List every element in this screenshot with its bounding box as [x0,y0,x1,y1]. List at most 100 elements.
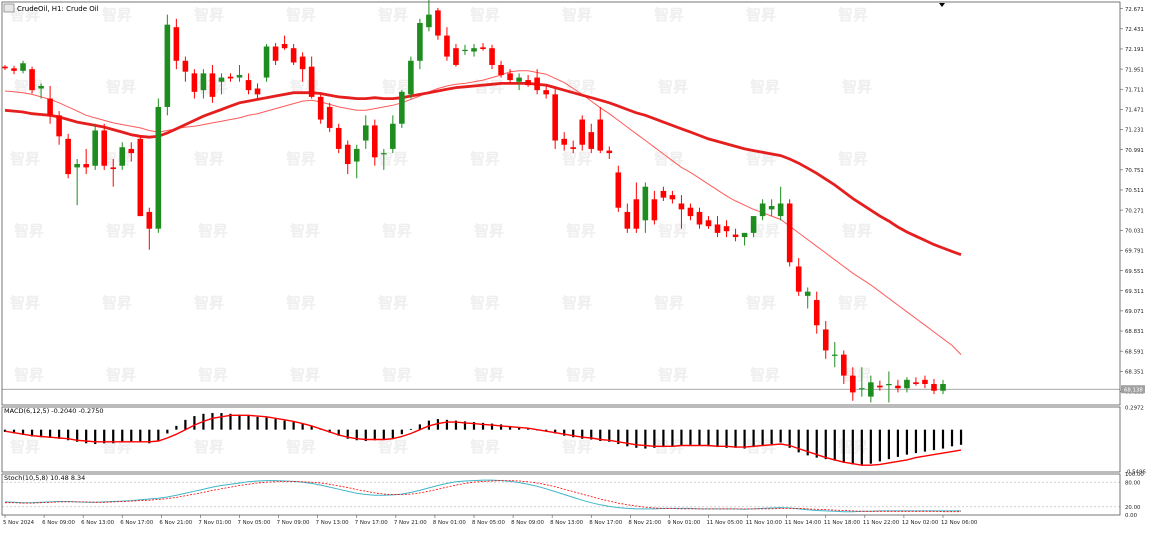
candle [417,18,423,70]
candle [308,56,315,99]
candle-body [335,127,342,149]
candle [101,123,108,170]
watermark-logo: 智昇 [838,6,868,24]
macd-histogram-bar [923,429,927,452]
candle [200,69,207,99]
candle-body [29,69,35,91]
macd-histogram-bar [499,424,503,430]
candle-body [254,88,261,95]
scroll-marker-icon[interactable] [939,3,945,7]
candle-body [480,47,486,50]
candle-body [344,144,351,165]
watermark-logo: 智昇 [746,6,776,24]
candle [119,142,126,170]
candle-body [308,66,315,97]
time-tick-label: 6 Nov 17:00 [120,520,153,526]
price-tick-label: 69.791 [1125,249,1144,255]
macd-histogram-bar [30,429,34,437]
candle-body [173,27,180,61]
watermark-logo: 智昇 [562,438,592,456]
macd-histogram-bar [833,429,836,461]
candle-body [146,211,153,229]
time-tick-label: 7 Nov 13:00 [316,520,349,526]
macd-histogram-bar [391,429,394,438]
watermark-logo: 智昇 [378,294,408,312]
candle-body [850,375,856,393]
candle-body [245,80,252,91]
candle [705,216,712,229]
macd-histogram-bar [292,422,295,430]
candle [272,43,279,65]
price-tick-label: 68.831 [1125,329,1144,335]
macd-histogram-bar [716,429,719,448]
stoch-tick-label: 0.00 [1125,513,1138,519]
watermark-logo: 智昇 [658,366,688,384]
macd-histogram-bar [545,429,548,432]
candle [931,378,937,395]
candle [859,367,865,397]
macd-histogram-bar [3,429,7,432]
time-tick-label: 9 Nov 01:00 [667,520,700,526]
macd-histogram-bar [842,429,845,463]
candle-body [777,203,784,217]
candle [362,115,369,149]
watermark-logo: 智昇 [838,150,868,168]
macd-histogram-bar [824,429,827,460]
candle [381,148,387,170]
stoch-label: Stoch(10,5,8) 10.48 8.34 [4,474,85,482]
macd-histogram-bar [959,429,963,445]
candle [624,203,631,233]
time-tick-label: 8 Nov 21:00 [628,520,661,526]
candle [462,44,468,55]
candle [516,73,522,91]
time-tick-label: 8 Nov 13:00 [550,520,583,526]
macd-histogram-bar [734,429,737,448]
stoch-signal-line [5,480,961,513]
macd-histogram-bar [67,429,70,441]
price-tick-label: 70.991 [1125,148,1144,154]
macd-histogram-bar [247,415,250,430]
symbol-selector-icon[interactable] [3,3,15,13]
time-tick-label: 11 Nov 14:00 [785,520,822,526]
watermark-logo: 智昇 [106,366,136,384]
candle [399,90,405,128]
candle [543,85,549,99]
macd-histogram-bar [76,429,79,442]
candle-body [390,123,396,149]
macd-signal-line [4,414,962,466]
candle-body [588,132,595,149]
candle [83,148,89,175]
watermark-logo: 智昇 [194,6,224,24]
macd-histogram-bar [175,425,178,430]
macd-histogram-bar [265,417,268,430]
macd-histogram-bar [490,423,494,430]
candle-body [904,379,910,389]
candle [759,199,766,221]
candle-body [218,77,225,82]
watermark-logo: 智昇 [470,150,500,168]
candle-body [489,48,495,65]
macd-histogram-bar [905,429,909,455]
candle [561,132,567,151]
candle-body [543,90,549,95]
macd-histogram-bar [364,429,367,442]
candle-body [299,56,306,70]
watermark-logo: 智昇 [14,222,44,240]
candle [444,27,450,61]
candle [687,203,694,221]
macd-histogram-bar [797,429,800,453]
macd-histogram-bar [121,429,124,443]
macd-histogram-bar [950,429,954,447]
macd-histogram-bar [220,413,223,430]
macd-histogram-bar [590,429,593,440]
macd-histogram-bar [653,429,656,448]
candle [164,14,171,116]
macd-histogram-bar [139,429,142,443]
candle [886,371,892,403]
time-tick-label: 6 Nov 13:00 [81,520,114,526]
candle-body [326,106,333,128]
candle [227,73,234,82]
candle-body [65,138,71,175]
candle-body [570,147,577,149]
candle-body [371,125,378,158]
